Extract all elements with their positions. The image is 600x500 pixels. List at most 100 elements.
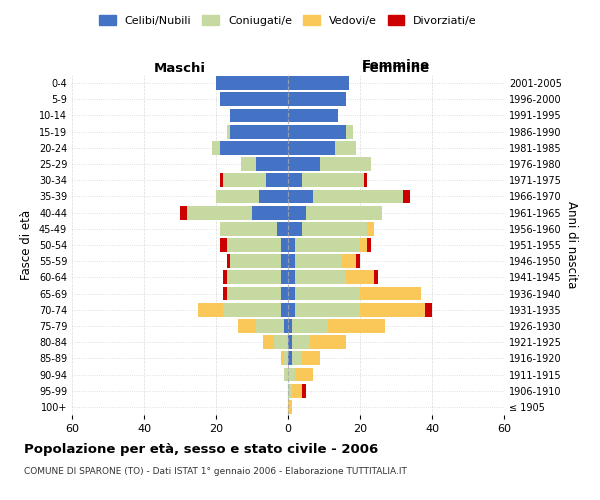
Bar <box>295 368 313 382</box>
Bar <box>220 222 277 235</box>
Bar <box>306 206 382 220</box>
Bar <box>227 286 281 300</box>
Text: Femmine: Femmine <box>362 62 430 75</box>
Bar <box>284 352 288 365</box>
Bar <box>266 174 288 187</box>
Bar <box>288 190 313 203</box>
Bar <box>212 141 220 154</box>
Bar <box>284 368 288 382</box>
Bar <box>295 254 342 268</box>
Bar <box>288 336 292 349</box>
Bar <box>259 190 288 203</box>
Bar <box>346 125 353 138</box>
Bar <box>288 76 349 90</box>
Bar <box>425 303 432 316</box>
Bar <box>374 270 378 284</box>
Text: Femmine: Femmine <box>362 58 430 71</box>
Bar <box>288 174 302 187</box>
Y-axis label: Anni di nascita: Anni di nascita <box>565 202 578 288</box>
Bar <box>295 270 346 284</box>
Bar <box>227 125 230 138</box>
Bar <box>288 125 346 138</box>
Bar <box>288 222 302 235</box>
Bar <box>288 286 295 300</box>
Bar <box>288 270 295 284</box>
Bar <box>328 319 385 333</box>
Bar <box>292 352 302 365</box>
Bar <box>288 368 295 382</box>
Bar <box>281 286 288 300</box>
Bar <box>223 174 266 187</box>
Bar <box>356 254 360 268</box>
Bar <box>302 174 364 187</box>
Bar <box>313 190 403 203</box>
Bar <box>364 174 367 187</box>
Bar <box>223 270 227 284</box>
Bar <box>403 190 410 203</box>
Bar <box>227 238 281 252</box>
Bar <box>295 238 360 252</box>
Bar <box>220 141 288 154</box>
Bar <box>288 254 295 268</box>
Bar <box>223 303 281 316</box>
Bar <box>302 384 306 398</box>
Bar <box>281 303 288 316</box>
Text: Maschi: Maschi <box>154 62 206 75</box>
Bar <box>180 206 187 220</box>
Bar <box>360 286 421 300</box>
Bar <box>252 206 288 220</box>
Bar <box>292 319 328 333</box>
Bar <box>216 76 288 90</box>
Bar <box>256 319 284 333</box>
Bar <box>284 319 288 333</box>
Bar <box>238 319 256 333</box>
Bar <box>198 303 223 316</box>
Bar <box>367 222 374 235</box>
Bar <box>288 92 346 106</box>
Bar <box>220 92 288 106</box>
Bar <box>281 270 288 284</box>
Bar <box>187 206 252 220</box>
Bar <box>277 222 288 235</box>
Bar <box>360 238 367 252</box>
Bar <box>288 319 292 333</box>
Bar <box>216 190 259 203</box>
Bar <box>295 286 360 300</box>
Bar <box>230 125 288 138</box>
Bar <box>223 286 227 300</box>
Bar <box>346 270 374 284</box>
Bar <box>288 206 306 220</box>
Bar <box>274 336 288 349</box>
Bar <box>230 254 281 268</box>
Bar <box>292 384 302 398</box>
Y-axis label: Fasce di età: Fasce di età <box>20 210 33 280</box>
Bar <box>281 238 288 252</box>
Bar <box>241 157 256 171</box>
Bar <box>288 108 338 122</box>
Bar <box>360 303 425 316</box>
Bar <box>288 238 295 252</box>
Bar <box>288 384 292 398</box>
Legend: Celibi/Nubili, Coniugati/e, Vedovi/e, Divorziati/e: Celibi/Nubili, Coniugati/e, Vedovi/e, Di… <box>95 10 481 30</box>
Bar <box>295 303 360 316</box>
Bar <box>227 270 281 284</box>
Bar <box>288 400 292 414</box>
Bar <box>292 336 310 349</box>
Bar <box>288 303 295 316</box>
Bar <box>288 157 320 171</box>
Bar <box>288 352 292 365</box>
Bar <box>342 254 356 268</box>
Bar <box>227 254 230 268</box>
Bar <box>281 352 284 365</box>
Bar <box>220 174 223 187</box>
Bar <box>302 222 367 235</box>
Bar <box>220 238 227 252</box>
Bar <box>335 141 356 154</box>
Bar <box>310 336 346 349</box>
Bar <box>288 141 335 154</box>
Bar <box>263 336 274 349</box>
Bar <box>256 157 288 171</box>
Bar <box>230 108 288 122</box>
Text: Popolazione per età, sesso e stato civile - 2006: Popolazione per età, sesso e stato civil… <box>24 442 378 456</box>
Text: COMUNE DI SPARONE (TO) - Dati ISTAT 1° gennaio 2006 - Elaborazione TUTTITALIA.IT: COMUNE DI SPARONE (TO) - Dati ISTAT 1° g… <box>24 468 407 476</box>
